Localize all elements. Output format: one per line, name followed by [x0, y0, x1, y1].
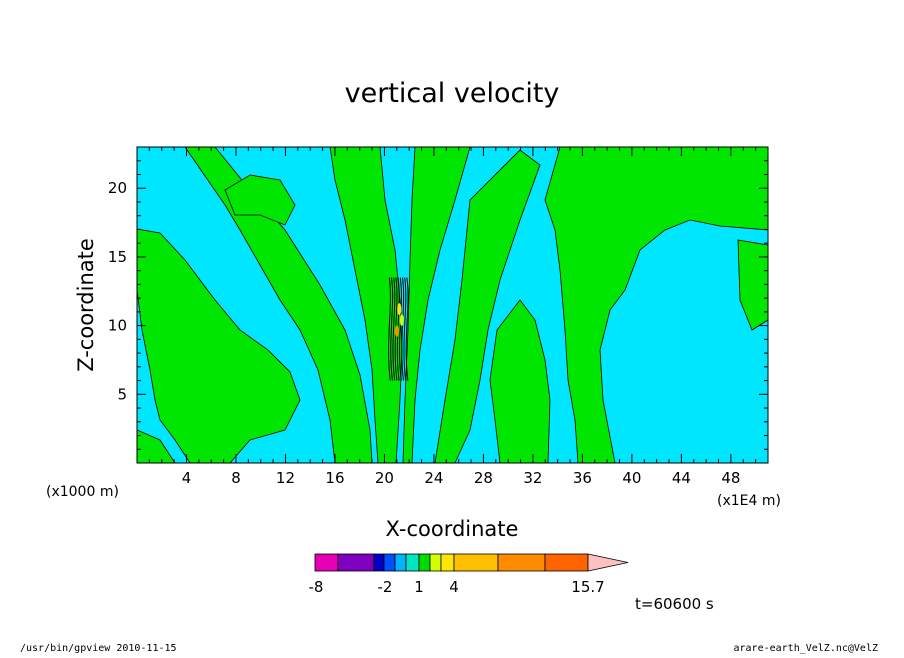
- x-tick-label: 32: [523, 469, 542, 487]
- contour-line: [388, 277, 391, 381]
- core-spot: [397, 303, 402, 316]
- colorbar-cell: [314, 553, 339, 572]
- contour-line: [394, 277, 398, 381]
- y-tick-label: 5: [117, 385, 127, 403]
- region-center-right: [402, 147, 471, 463]
- y-tick-label: 20: [108, 179, 127, 197]
- time-label: t=60600 s: [635, 595, 714, 613]
- plot-frame: [136, 146, 769, 464]
- colorbar-cell: [373, 553, 385, 572]
- region-right-column: [489, 299, 551, 463]
- colorbar-label: 1: [414, 578, 424, 596]
- x-axis-label: X-coordinate: [386, 517, 519, 541]
- x-tick-label: 20: [375, 469, 394, 487]
- footer-right: arare-earth_VelZ.nc@VelZ: [734, 643, 879, 654]
- x-unit-right: (x1E4 m): [717, 493, 781, 509]
- core-spot: [394, 325, 399, 338]
- colorbar-cell: [337, 553, 375, 572]
- y-axis: 5 10 15 20: [108, 160, 768, 450]
- chart-title: vertical velocity: [345, 78, 560, 109]
- region-far-right: [544, 147, 768, 463]
- x-tick-label: 24: [424, 469, 443, 487]
- contour-line: [396, 277, 400, 381]
- core-spot: [399, 314, 404, 327]
- footer-left: /usr/bin/gpview 2010-11-15: [20, 643, 177, 654]
- plot-area: [137, 147, 768, 463]
- positive-regions: [137, 147, 768, 463]
- x-tick-label: 4: [182, 469, 192, 487]
- colorbar-label: -8: [309, 578, 324, 596]
- contour-line: [403, 277, 407, 381]
- colorbar-label: 15.7: [571, 578, 604, 596]
- colorbar-cell: [383, 553, 396, 572]
- region-left-band: [137, 228, 301, 463]
- y-axis-label: Z-coordinate: [74, 238, 98, 372]
- x-tick-label: 16: [325, 469, 344, 487]
- y-tick-label: 10: [108, 317, 127, 335]
- colorbar-label: 4: [449, 578, 459, 596]
- x-tick-label: 36: [573, 469, 592, 487]
- region-left-diagonal: [184, 147, 373, 463]
- colorbar-cell: [394, 553, 407, 572]
- colorbar-label: -2: [378, 578, 393, 596]
- colorbar: [314, 553, 629, 572]
- colorbar-labels: -8 -2 1 4 15.7: [309, 578, 605, 596]
- x-tick-label: 40: [622, 469, 641, 487]
- colorbar-cell: [440, 553, 455, 572]
- x-tick-label: 12: [276, 469, 295, 487]
- x-axis: 4 8 12 16 20 24 28 32 36 40 44 48: [148, 147, 757, 487]
- colorbar-cell: [544, 553, 589, 572]
- region-upper-left: [224, 174, 296, 226]
- colorbar-cell: [453, 553, 499, 572]
- colorbar-arrow: [587, 553, 629, 572]
- contour-line: [392, 277, 396, 381]
- colorbar-cell: [405, 553, 420, 572]
- contour-line: [390, 277, 394, 381]
- x-tick-label: 44: [672, 469, 691, 487]
- x-unit-left: (x1000 m): [46, 484, 119, 500]
- x-tick-label: 48: [721, 469, 740, 487]
- colorbar-cell: [429, 553, 442, 572]
- contour-line: [405, 277, 409, 381]
- x-tick-label: 28: [474, 469, 493, 487]
- core-spots: [394, 303, 404, 338]
- colorbar-cell: [497, 553, 546, 572]
- x-tick-label: 8: [231, 469, 241, 487]
- region-lower-left: [137, 429, 176, 463]
- y-tick-label: 15: [108, 248, 127, 266]
- region-right-edge: [737, 239, 768, 331]
- region-right-diagonal: [434, 149, 541, 463]
- colorbar-cell: [418, 553, 431, 572]
- region-center-core: [329, 147, 403, 463]
